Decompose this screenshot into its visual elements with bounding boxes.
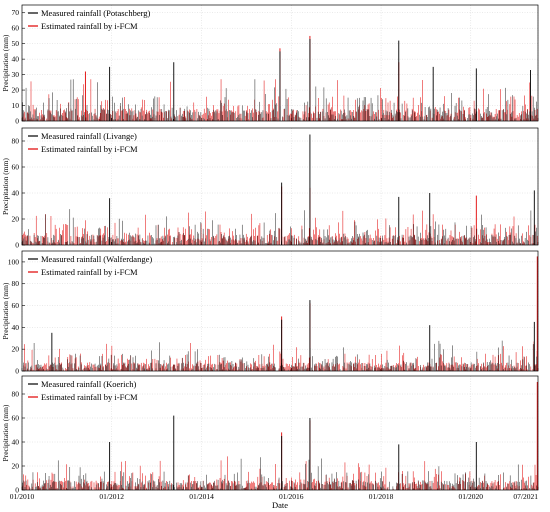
- panel-1: 0 10 20 30 40 50 60 70 Precipitation (mm) Measure…: [1, 4, 539, 126]
- y-tick-label: 60: [12, 414, 20, 423]
- y-tick-label: 70: [12, 8, 20, 17]
- legend: Measured rainfall (Potaschberg) Estimated…: [28, 8, 151, 31]
- legend-label: Measured rainfall (Potaschberg): [41, 8, 151, 18]
- y-tick-label: 80: [12, 279, 20, 288]
- plot-area: [22, 128, 538, 245]
- x-tick-label: 01/2012: [99, 492, 124, 501]
- y-tick-label: 20: [12, 215, 20, 224]
- y-axis-label: Precipitation (mm): [1, 158, 10, 215]
- x-tick-label: 01/2010: [10, 492, 35, 501]
- legend-label: Measured rainfall (Koerich): [41, 379, 137, 389]
- y-tick-label: 60: [12, 24, 20, 33]
- legend-label: Estimated rainfall by i-FCM: [41, 21, 138, 31]
- y-tick-label: 60: [12, 163, 20, 172]
- y-tick-label: 20: [12, 86, 20, 95]
- y-tick-label: 80: [12, 390, 20, 399]
- series-measured: [22, 134, 537, 245]
- y-tick-label: 40: [12, 323, 20, 332]
- y-tick-label: 0: [15, 367, 19, 376]
- legend-label: Estimated rainfall by i-FCM: [41, 267, 138, 277]
- y-tick-label: 10: [12, 101, 20, 110]
- x-axis-label: Date: [272, 500, 288, 510]
- y-axis-label: Precipitation (mm): [1, 404, 10, 461]
- y-tick-label: 0: [15, 241, 19, 250]
- panels: 0 10 20 30 40 50 60 70 Precipitation (mm) Measure…: [1, 4, 539, 510]
- legend: Measured rainfall (Livange) Estimated rai…: [28, 131, 138, 154]
- panel-2: 0 20 40 60 80 Precipitation (mm) Measured rain…: [1, 127, 539, 250]
- y-axis-label: Precipitation (mm): [1, 282, 10, 339]
- plot-frame: [21, 127, 539, 246]
- plot-frame: [21, 250, 539, 372]
- y-axis-label: Precipitation (mm): [1, 34, 10, 91]
- series-measured: [23, 300, 537, 371]
- y-tick-label: 20: [12, 345, 20, 354]
- x-tick-label: 01/2016: [279, 492, 304, 501]
- y-tick-label: 50: [12, 39, 20, 48]
- x-tick-label: 07/2021: [513, 492, 538, 501]
- x-tick-label: 01/2014: [189, 492, 214, 501]
- y-tick-label: 0: [15, 486, 19, 495]
- panel-3: 0 20 40 60 80 100 Precipitation (mm) Measured r…: [1, 250, 539, 376]
- y-tick-label: 40: [12, 55, 20, 64]
- plot-area: [22, 376, 538, 490]
- y-tick-label: 30: [12, 70, 20, 79]
- y-tick-label: 100: [8, 257, 20, 266]
- panel-4: 0 20 40 60 80 01/2010 01/2012 01/2014 01/2016 01/…: [1, 375, 539, 501]
- y-tick-label: 60: [12, 301, 20, 310]
- x-tick-label: 01/2018: [369, 492, 394, 501]
- legend: Measured rainfall (Koerich) Estimated rai…: [28, 379, 138, 402]
- series-measured: [22, 415, 537, 490]
- series-bars: [22, 209, 537, 245]
- plot-frame: [21, 4, 539, 122]
- y-tick-label: 40: [12, 438, 20, 447]
- plot-area: [22, 251, 538, 371]
- x-tick-label: 01/2020: [458, 492, 483, 501]
- series-bars: [23, 340, 537, 371]
- y-tick-label: 0: [15, 117, 19, 126]
- series-measured: [22, 39, 537, 121]
- legend-label: Estimated rainfall by i-FCM: [41, 144, 138, 154]
- series-bars: [22, 210, 538, 245]
- y-tick-label: 40: [12, 189, 20, 198]
- series-bars: [22, 457, 537, 490]
- legend: Measured rainfall (Walferdange) Estimated…: [28, 254, 152, 277]
- legend-label: Measured rainfall (Walferdange): [41, 254, 152, 264]
- y-tick-label: 20: [12, 462, 20, 471]
- plot-frame: [21, 375, 539, 491]
- legend-label: Measured rainfall (Livange): [41, 131, 137, 141]
- y-tick-label: 80: [12, 137, 20, 146]
- legend-label: Estimated rainfall by i-FCM: [41, 392, 138, 402]
